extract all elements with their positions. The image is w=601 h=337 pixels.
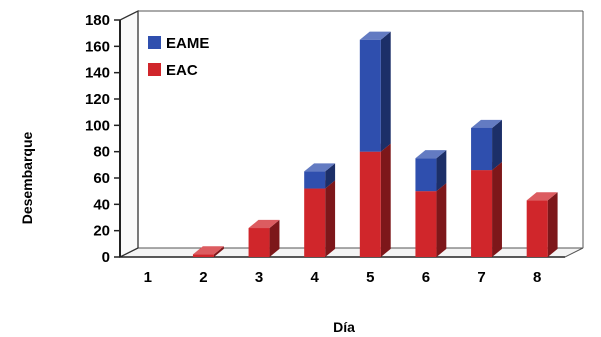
bar-side-face <box>436 183 447 257</box>
bar-side-face <box>269 219 280 257</box>
x-tick-label: 1 <box>144 269 152 286</box>
bar-top-face <box>192 246 224 255</box>
x-axis-ticks: 1 2 3 4 5 6 7 8 <box>144 269 542 286</box>
floor <box>119 247 584 258</box>
y-axis-ticks: 0 20 40 60 80 100 120 140 160 180 <box>85 12 120 266</box>
bar-side-face <box>325 163 336 189</box>
y-tick-label: 60 <box>93 170 110 187</box>
bar-eame-dia-5 <box>359 31 391 152</box>
y-tick-label: 20 <box>93 223 110 240</box>
bar-side-face <box>380 143 391 257</box>
y-tick-label: 0 <box>102 249 110 266</box>
bar-eame-dia-4 <box>304 163 336 189</box>
legend-label: EAC <box>166 62 198 79</box>
legend: EAME EAC <box>148 35 209 79</box>
bar-front-face <box>471 170 493 257</box>
y-tick-label: 100 <box>85 117 110 134</box>
bar-front-face <box>471 127 493 171</box>
x-tick-label: 4 <box>311 269 320 286</box>
bar-eac-dia-3 <box>248 219 280 257</box>
bar-side-face <box>492 162 502 257</box>
y-axis-label: Desembarque <box>19 131 35 224</box>
y-tick-label: 160 <box>85 38 110 55</box>
bar-front-face <box>526 200 548 257</box>
y-tick-label: 80 <box>93 144 110 161</box>
bar-front-face <box>359 151 381 257</box>
bar-top-face <box>471 119 502 128</box>
bar-eac-dia-4 <box>304 180 336 257</box>
side-wall <box>119 9 139 259</box>
bar-top-face <box>526 192 558 201</box>
legend-swatch <box>148 36 161 49</box>
x-tick-label: 7 <box>477 269 485 286</box>
bar-eame-dia-7 <box>471 119 502 171</box>
bar-eac-dia-6 <box>415 183 447 257</box>
x-tick-label: 6 <box>422 269 430 286</box>
bar-eac-dia-5 <box>359 143 391 257</box>
x-axis-label: Día <box>333 319 355 335</box>
bar-side-face <box>380 31 391 152</box>
bar-side-face <box>325 180 336 257</box>
y-tick-label: 140 <box>85 65 110 82</box>
bar-eac-dia-7 <box>471 162 502 257</box>
y-tick-label: 120 <box>85 91 110 108</box>
legend-swatch <box>148 63 161 76</box>
y-tick-label: 40 <box>93 196 110 213</box>
bar-front-face <box>248 228 270 257</box>
x-tick-label: 8 <box>533 269 541 286</box>
bar-side-face <box>492 119 502 171</box>
bar-eac-dia-8 <box>526 192 558 257</box>
bar-side-face <box>213 246 224 257</box>
x-tick-label: 3 <box>255 269 263 286</box>
bar-front-face <box>415 191 437 257</box>
bar-side-face <box>547 192 558 257</box>
bar-front-face <box>304 188 326 257</box>
bar-top-face <box>359 31 391 40</box>
legend-entry-eac: EAC <box>148 62 198 79</box>
legend-label: EAME <box>166 35 209 52</box>
bar-top-face <box>248 219 280 229</box>
bar-eac-dia-2 <box>192 246 224 257</box>
bar-top-face <box>304 163 336 172</box>
bar-eame-dia-6 <box>415 150 447 192</box>
bars-group <box>192 31 558 257</box>
bar-front-face <box>304 171 326 189</box>
x-tick-label: 2 <box>199 269 207 286</box>
legend-entry-eame: EAME <box>148 35 209 52</box>
y-tick-label: 180 <box>85 12 110 29</box>
bar-front-face <box>359 39 381 152</box>
bar-side-face <box>436 150 447 192</box>
x-tick-label: 5 <box>366 269 374 286</box>
bar-front-face <box>192 254 214 257</box>
bar-front-face <box>415 158 437 192</box>
bar-top-face <box>415 150 447 159</box>
